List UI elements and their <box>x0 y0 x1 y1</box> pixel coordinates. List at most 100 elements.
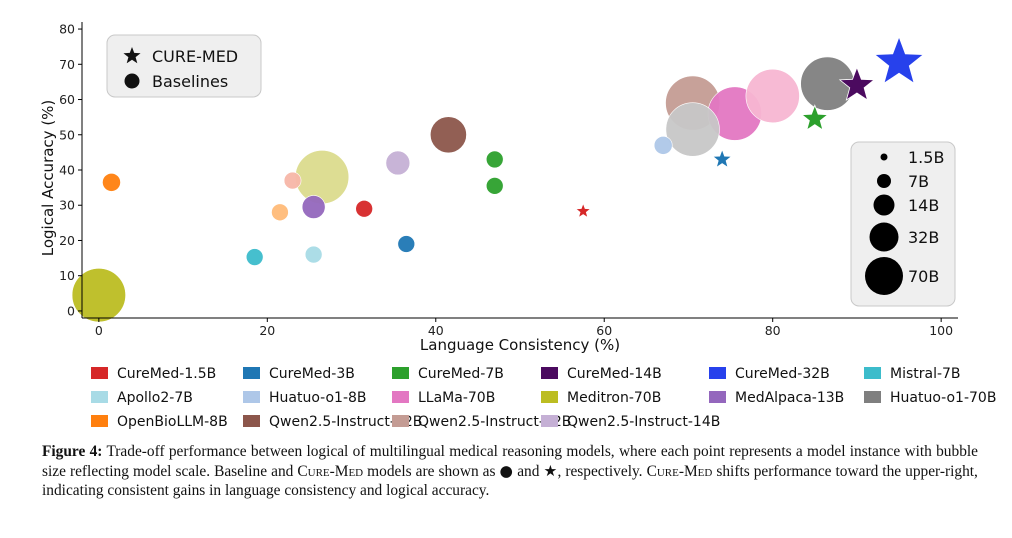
axes: 0 10 20 30 40 50 60 70 80 0 20 40 60 80 100 Language Co… <box>39 22 958 354</box>
data-point-curemed-1-5b <box>574 202 592 219</box>
caption-cure-med-2: Cure-Med <box>646 462 713 480</box>
data-point-openbiollm-8b <box>102 172 121 192</box>
x-axis-label: Language Consistency (%) <box>420 336 620 354</box>
y-tick-label: 20 <box>59 233 75 248</box>
x-tick-label: 20 <box>259 323 275 338</box>
legend-swatch <box>392 391 409 403</box>
data-point-curemed-3b <box>397 235 416 253</box>
data-point-huatuo-o1-8b <box>653 135 673 155</box>
data-point-unlabeled <box>745 68 800 124</box>
marker-legend: CURE-MED Baselines <box>106 34 262 98</box>
data-point-unlabeled <box>665 102 720 157</box>
caption-text-3: and <box>517 462 540 480</box>
legend-item-apollo2-7b: Apollo2-7B <box>117 390 193 406</box>
data-point-meditron-70b <box>71 268 126 323</box>
caption-label: Figure 4: <box>42 443 103 460</box>
chart: 0 10 20 30 40 50 60 70 80 0 20 40 60 80 100 Language Co… <box>39 21 997 430</box>
marker-legend-label: CURE-MED <box>152 47 238 66</box>
star-icon: ★ <box>543 461 558 480</box>
legend-swatch <box>709 367 726 379</box>
star-icon <box>123 47 141 64</box>
y-tick-label: 70 <box>59 57 75 72</box>
data-point-mistral-7b <box>245 248 264 266</box>
data-point-curemed-7b <box>485 177 504 195</box>
scatter-chart: 0 10 20 30 40 50 60 70 80 0 20 40 60 80 100 Language Co… <box>39 21 997 430</box>
y-tick-label: 10 <box>59 268 75 283</box>
size-legend-marker <box>873 194 895 216</box>
x-tick-label: 100 <box>929 323 953 338</box>
x-tick-label: 80 <box>765 323 781 338</box>
y-tick-label: 80 <box>59 22 75 37</box>
legend-item-meditron-70b: Meditron-70B <box>567 390 661 406</box>
legend-swatch <box>392 367 409 379</box>
legend-swatch <box>243 367 260 379</box>
legend-item-qwen2-5-instruct-14b: Qwen2.5-Instruct-14B <box>567 414 720 430</box>
legend-swatch <box>541 391 558 403</box>
y-tick-label: 50 <box>59 127 75 142</box>
size-legend-marker <box>877 174 891 188</box>
size-legend: 1.5B 7B 14B 32B 70B <box>850 141 956 307</box>
legend-swatch <box>91 415 108 427</box>
data-point-curemed-7b <box>800 104 829 131</box>
caption-text-4: , respectively. <box>557 462 643 480</box>
x-tick-label: 0 <box>95 323 103 338</box>
legend-item-huatuo-o1-8b: Huatuo-o1-8B <box>269 390 367 406</box>
legend-item-llama-70b: LLaMa-70B <box>418 390 495 406</box>
figure-caption: Figure 4: Trade-off performance between … <box>42 442 978 501</box>
data-point-qwen2-5-instruct-32b <box>430 116 467 154</box>
caption-cure-med-1: Cure-Med <box>297 462 364 480</box>
size-legend-marker <box>865 257 903 295</box>
x-tick-label: 60 <box>596 323 612 338</box>
size-legend-marker <box>869 222 899 252</box>
legend-item-huatuo-o1-70b: Huatuo-o1-70B <box>890 390 996 406</box>
legend-swatch <box>864 367 881 379</box>
size-legend-label: 14B <box>908 196 939 215</box>
legend-item-curemed-1-5b: CureMed-1.5B <box>117 366 216 382</box>
y-tick-label: 60 <box>59 92 75 107</box>
legend-item-qwen2-5-instruct-32b: Qwen2.5-Instruct-32B <box>269 414 422 430</box>
data-point-curemed-3b <box>711 148 733 169</box>
data-point-qwen2-5-instruct-14b <box>385 150 411 176</box>
size-legend-marker <box>880 153 888 161</box>
x-tick-label: 40 <box>428 323 444 338</box>
size-legend-label: 70B <box>908 267 939 286</box>
legend-swatch <box>243 391 260 403</box>
legend-item-medalpaca-13b: MedAlpaca-13B <box>735 390 844 406</box>
legend-swatch <box>91 391 108 403</box>
legend-swatch <box>91 367 108 379</box>
legend-swatch <box>243 415 260 427</box>
caption-text-1: Trade-off performance between logical of… <box>42 443 978 480</box>
data-point-unlabeled <box>294 149 350 205</box>
data-point-apollo2-7b <box>304 245 323 264</box>
marker-legend-label: Baselines <box>152 72 228 91</box>
data-point-curemed-14b <box>838 66 876 101</box>
caption-text-2: models are shown as <box>367 462 496 480</box>
legend-item-curemed-7b: CureMed-7B <box>418 366 504 382</box>
data-point-curemed-1-5b <box>355 199 373 218</box>
circle-icon: ● <box>499 461 514 480</box>
legend-item-curemed-32b: CureMed-32B <box>735 366 830 382</box>
data-point-curemed-7b <box>485 150 504 169</box>
circle-icon <box>124 73 140 89</box>
y-tick-label: 0 <box>67 303 75 318</box>
legend-item-qwen2-5-instruct-72b: Qwen2.5-Instruct-72B <box>418 414 571 430</box>
data-point-unlabeled <box>283 171 302 190</box>
legend-swatch <box>864 391 881 403</box>
caption-text-5: shifts performance toward the upper-righ… <box>42 462 978 500</box>
legend-item-openbiollm-8b: OpenBioLLM-8B <box>117 414 228 430</box>
legend-swatch <box>709 391 726 403</box>
y-axis-label: Logical Accuracy (%) <box>39 100 57 257</box>
data-points <box>71 35 925 323</box>
legend-item-curemed-14b: CureMed-14B <box>567 366 662 382</box>
series-legend: CureMed-1.5B CureMed-3B CureMed-7B CureMed-… <box>91 366 996 430</box>
legend-item-curemed-3b: CureMed-3B <box>269 366 355 382</box>
legend-swatch <box>541 367 558 379</box>
marker-legend-box <box>106 34 262 98</box>
legend-item-mistral-7b: Mistral-7B <box>890 366 961 382</box>
size-legend-label: 7B <box>908 172 929 191</box>
data-point-unlabeled <box>271 203 289 222</box>
legend-swatch <box>541 415 558 427</box>
data-point-medalpaca-13b <box>301 195 326 219</box>
size-legend-label: 1.5B <box>908 148 944 167</box>
data-point-curemed-32b <box>873 35 925 85</box>
